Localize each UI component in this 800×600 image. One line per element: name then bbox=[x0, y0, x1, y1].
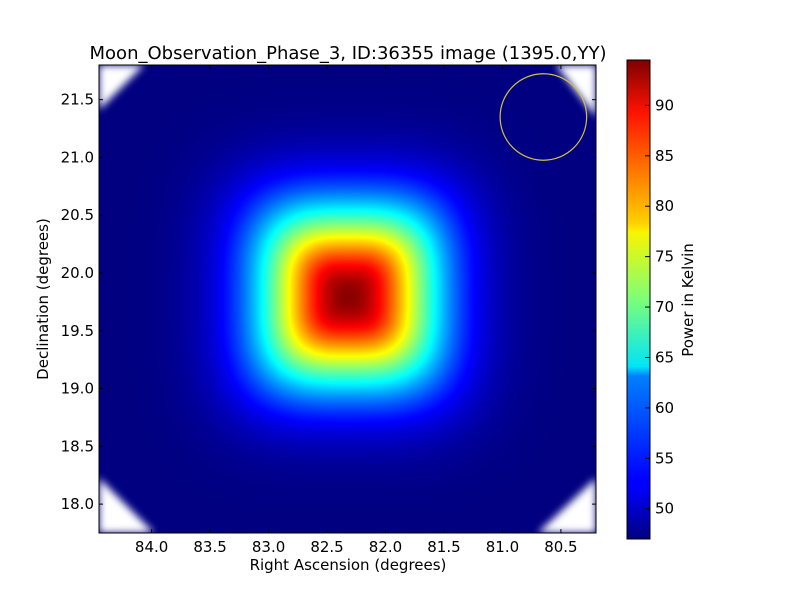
y-tick-label: 19.5 bbox=[61, 322, 94, 340]
y-axis-label: Declination (degrees) bbox=[34, 218, 52, 380]
colorbar-tick-label: 70 bbox=[655, 298, 674, 316]
colorbar-axis: 50 55 60 65 70 75 80 85 90 bbox=[645, 96, 674, 518]
x-tick-label: 82.5 bbox=[310, 538, 343, 556]
x-axis: 84.0 83.5 83.0 82.5 82.0 81.5 81.0 80.5 bbox=[135, 65, 578, 556]
x-tick-label: 80.5 bbox=[544, 538, 577, 556]
masked-corners bbox=[99, 65, 596, 533]
colorbar-tick-label: 85 bbox=[655, 147, 674, 165]
colorbar-frame bbox=[626, 59, 651, 540]
x-tick-label: 82.0 bbox=[369, 538, 402, 556]
colorbar-tick-label: 50 bbox=[655, 500, 674, 518]
y-tick-label: 18.0 bbox=[61, 495, 94, 513]
x-axis-label: Right Ascension (degrees) bbox=[250, 556, 447, 574]
colorbar-label: Power in Kelvin bbox=[679, 243, 697, 357]
masked-corner bbox=[556, 65, 596, 117]
colorbar-gradient bbox=[627, 60, 650, 539]
masked-corner bbox=[99, 65, 144, 110]
colorbar-tick-label: 80 bbox=[655, 197, 674, 215]
x-tick-label: 81.5 bbox=[427, 538, 460, 556]
colorbar-tick-label: 65 bbox=[655, 348, 674, 366]
masked-corner bbox=[538, 478, 596, 533]
y-tick-label: 21.0 bbox=[61, 148, 94, 166]
heatmap-area bbox=[99, 65, 596, 533]
y-tick-label: 20.0 bbox=[61, 264, 94, 282]
y-axis: 18.0 18.5 19.0 19.5 20.0 20.5 21.0 21.5 bbox=[61, 91, 596, 513]
chart-title: Moon_Observation_Phase_3, ID:36355 image… bbox=[90, 43, 607, 64]
plot-frame bbox=[98, 64, 597, 534]
x-tick-label: 83.0 bbox=[252, 538, 285, 556]
x-tick-label: 84.0 bbox=[135, 538, 168, 556]
colorbar-tick-label: 55 bbox=[655, 449, 674, 467]
colorbar-tick-label: 60 bbox=[655, 399, 674, 417]
y-tick-label: 21.5 bbox=[61, 91, 94, 109]
heatmap-image-holder bbox=[99, 65, 596, 533]
colorbar-tick-label: 75 bbox=[655, 248, 674, 266]
x-tick-label: 81.0 bbox=[486, 538, 519, 556]
beam-circle bbox=[499, 73, 588, 161]
x-tick-label: 83.5 bbox=[193, 538, 226, 556]
heatmap-image bbox=[99, 65, 596, 533]
y-tick-label: 20.5 bbox=[61, 206, 94, 224]
masked-corner bbox=[99, 478, 154, 533]
colorbar-tick-label: 90 bbox=[655, 96, 674, 114]
y-tick-label: 19.0 bbox=[61, 380, 94, 398]
y-tick-label: 18.5 bbox=[61, 437, 94, 455]
